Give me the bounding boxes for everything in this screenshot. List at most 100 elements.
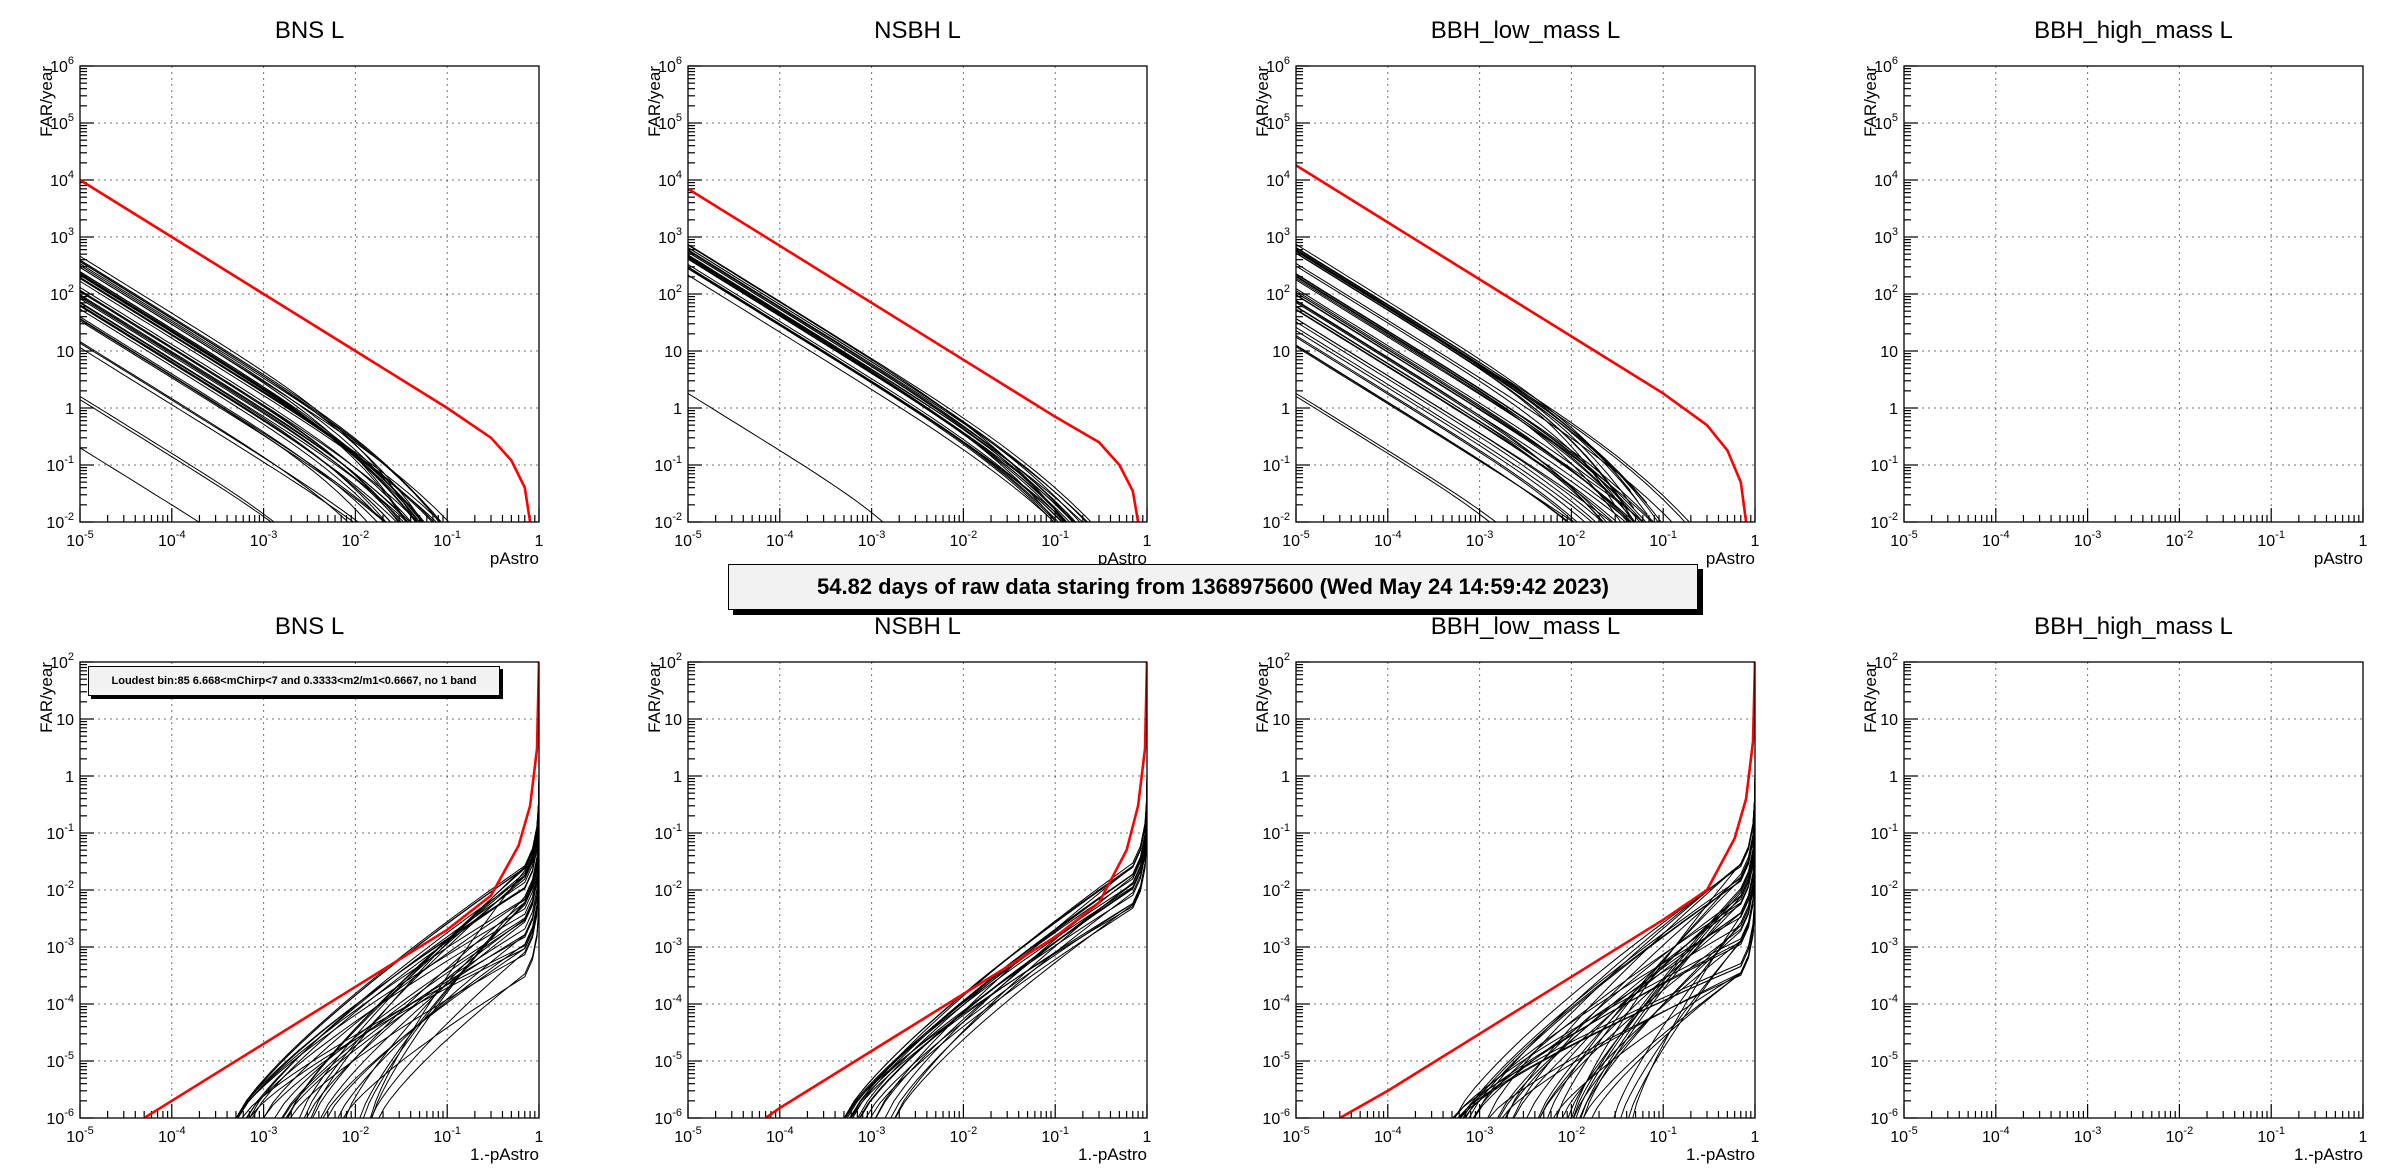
x-tick-label: 10-2 <box>2166 1125 2194 1146</box>
bin-line <box>688 274 1055 522</box>
data-area <box>688 187 1140 522</box>
bin-line <box>80 320 386 522</box>
bin-line <box>80 291 402 522</box>
bin-line <box>688 258 1071 522</box>
bin-line <box>80 260 424 522</box>
y-tick-label: 10-1 <box>46 454 74 475</box>
bin-line <box>1296 335 1578 522</box>
bin-line <box>241 854 539 1118</box>
y-tick-label: 104 <box>50 169 74 190</box>
y-tick-label: 10 <box>1272 712 1290 729</box>
bin-line <box>80 304 392 522</box>
plot-title: NSBH L <box>874 613 961 640</box>
x-tick-label: 10-2 <box>2166 529 2194 550</box>
bin-line <box>1575 799 1755 1118</box>
bin-line <box>890 801 1147 1118</box>
bin-line <box>688 249 1089 522</box>
plot-frame <box>687 661 1148 1119</box>
bin-line-outlier <box>80 447 200 522</box>
x-tick-label: 10-2 <box>1558 1125 1586 1146</box>
y-tick-label: 10-5 <box>654 1050 682 1071</box>
plot-panel-4: BBH_high_mass L 10-5 10-4 10-3 10-2 10-1 1 10-2… <box>1861 17 2368 568</box>
bin-line <box>1296 309 1614 522</box>
y-axis-label: FAR/year <box>1861 66 1880 137</box>
bin-line <box>1582 882 1755 1118</box>
plot-title: BNS L <box>275 17 344 44</box>
x-tick-label: 10-4 <box>1982 1125 2010 1146</box>
bin-line <box>1296 326 1593 522</box>
y-tick-label: 10 <box>664 712 682 729</box>
bin-line <box>80 342 360 522</box>
bin-line <box>688 256 1068 522</box>
loudest-bin-annotation: Loudest bin:85 6.668<mChirp<7 and 0.3333… <box>88 666 500 696</box>
bin-line <box>1296 273 1655 522</box>
y-tick-label: 10-2 <box>1262 879 1290 900</box>
y-tick-label: 10-3 <box>654 936 682 957</box>
plot-panel-6: NSBH L10-5 10-4 10-3 10-2 10-1 110-610-510-41… <box>645 613 1152 1164</box>
bin-line <box>1620 850 1755 1118</box>
y-tick-label: 10-6 <box>1262 1107 1290 1128</box>
bin-line <box>80 294 409 522</box>
bin-line <box>884 785 1147 1118</box>
y-tick-label: 10-6 <box>46 1107 74 1128</box>
data-area <box>1339 662 1755 1118</box>
y-tick-label: 10-1 <box>1262 822 1290 843</box>
y-axis-label: FAR/year <box>645 662 664 733</box>
bin-line <box>80 296 401 522</box>
y-tick-label: 1 <box>1889 401 1898 418</box>
bin-line <box>80 255 416 522</box>
bin-line <box>1296 336 1575 522</box>
y-tick-label: 106 <box>1266 55 1290 76</box>
bin-line <box>688 251 1077 522</box>
plot-panel-1: BNS L 10-5 10-4 10-3 10-2 10-1 1 10-2 10-1 1 10 102… <box>37 17 544 568</box>
bin-line <box>850 812 1147 1118</box>
plot-title: BBH_low_mass L <box>1431 17 1620 44</box>
y-tick-label: 1 <box>65 401 74 418</box>
bin-line <box>80 305 398 522</box>
bin-line <box>274 826 539 1118</box>
plot-frame <box>79 661 540 1119</box>
y-tick-label: 10-2 <box>654 879 682 900</box>
x-tick-label: 1 <box>2359 1129 2368 1146</box>
y-tick-label: 10-2 <box>46 511 74 532</box>
y-tick-label: 10-2 <box>1262 511 1290 532</box>
bin-line <box>80 272 418 522</box>
x-tick-label: 1 <box>1143 1129 1152 1146</box>
plot-frame <box>1903 65 2364 523</box>
x-tick-label: 10-4 <box>158 1125 186 1146</box>
y-tick-label: 102 <box>1874 283 1898 304</box>
y-tick-label: 10-1 <box>46 822 74 843</box>
y-tick-label: 102 <box>50 651 74 672</box>
y-tick-label: 1 <box>1889 769 1898 786</box>
x-tick-label: 10-5 <box>1282 1125 1310 1146</box>
y-tick-label: 10 <box>664 344 682 361</box>
x-tick-label: 10-2 <box>1558 529 1586 550</box>
bin-line <box>235 797 539 1118</box>
y-tick-label: 103 <box>658 226 682 247</box>
y-tick-label: 10 <box>1272 344 1290 361</box>
x-tick-label: 10-5 <box>66 529 94 550</box>
bin-line <box>80 308 385 522</box>
y-tick-label: 10-3 <box>1870 936 1898 957</box>
bin-line <box>1296 290 1629 522</box>
bin-line <box>1296 300 1631 522</box>
bin-line <box>1296 262 1673 522</box>
y-tick-label: 10 <box>56 712 74 729</box>
y-tick-label: 104 <box>1874 169 1898 190</box>
y-tick-label: 10-3 <box>1262 936 1290 957</box>
y-tick-label: 102 <box>1266 283 1290 304</box>
bin-line <box>1468 789 1755 1118</box>
x-tick-label: 10-1 <box>433 529 461 550</box>
y-axis-label: FAR/year <box>1861 662 1880 733</box>
plot-panel-8: BBH_high_mass L 10-5 10-4 10-3 10-2 10-1 1 10-6… <box>1861 613 2368 1164</box>
bin-line <box>1572 797 1755 1118</box>
bin-line <box>1460 875 1755 1118</box>
x-tick-label: 10-5 <box>1890 529 1918 550</box>
x-tick-label: 1 <box>2359 533 2368 550</box>
data-span-banner: 54.82 days of raw data staring from 1368… <box>728 564 1698 610</box>
y-tick-label: 102 <box>1874 651 1898 672</box>
x-tick-label: 1 <box>535 533 544 550</box>
x-tick-label: 10-4 <box>766 529 794 550</box>
bin-line <box>287 787 539 1118</box>
bin-line <box>249 857 539 1118</box>
